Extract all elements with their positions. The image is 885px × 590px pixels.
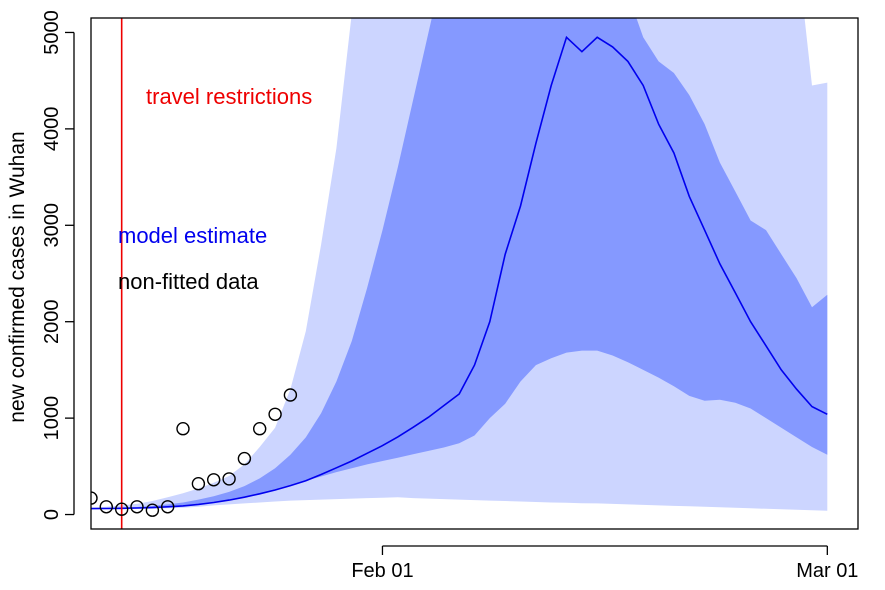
plot-frame [90, 17, 859, 530]
x-tick-label: Feb 01 [351, 560, 413, 582]
non-fitted-data-label: non-fitted data [118, 269, 259, 294]
data-point [145, 503, 160, 517]
x-tick-label: Mar 01 [796, 560, 858, 582]
x-axis: Feb 01 Mar 01 [351, 545, 858, 582]
data-point [253, 422, 267, 436]
y-tick-label: 1000 [41, 396, 63, 441]
y-tick-label: 5000 [41, 10, 63, 55]
model-estimate-label: model estimate [118, 223, 267, 248]
data-point [191, 477, 206, 491]
y-tick-label: 0 [41, 509, 63, 520]
inner-uncertainty-band [91, 18, 828, 509]
data-point [237, 451, 252, 466]
data-point [268, 407, 282, 421]
data-point [222, 472, 236, 486]
travel-restrictions-label: travel restrictions [146, 84, 312, 109]
y-tick-label: 3000 [41, 203, 63, 248]
data-point [130, 500, 144, 514]
data-point [283, 388, 298, 402]
data-point [114, 502, 129, 516]
data-point [99, 500, 114, 514]
y-axis-label: new confirmed cases in Wuhan [6, 131, 29, 422]
y-tick-label: 2000 [41, 299, 63, 344]
model-estimate-line [91, 35, 828, 510]
data-point [160, 500, 175, 514]
data-point [176, 422, 190, 436]
plot-area [91, 18, 828, 529]
y-axis: 0 1000 2000 3000 4000 5000 [41, 10, 75, 520]
data-point [91, 491, 98, 505]
y-tick-label: 4000 [41, 107, 63, 152]
data-point [206, 473, 221, 487]
